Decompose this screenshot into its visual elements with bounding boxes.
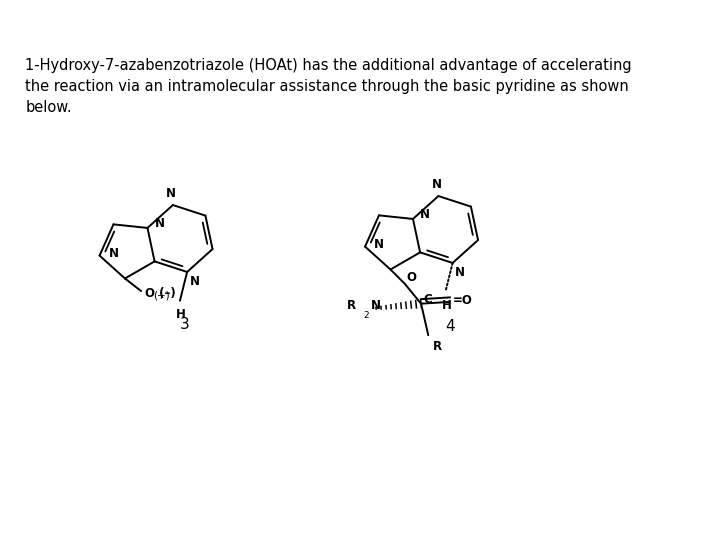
Text: C: C <box>424 293 433 306</box>
Text: H: H <box>176 308 186 321</box>
Text: 4: 4 <box>445 319 455 334</box>
Text: 2: 2 <box>364 311 369 320</box>
Text: N: N <box>455 266 465 279</box>
Text: H: H <box>441 299 451 312</box>
Text: 1-Hydroxy-7-azabenzotriazole (HOAt) has the additional advantage of accelerating: 1-Hydroxy-7-azabenzotriazole (HOAt) has … <box>25 58 632 116</box>
Text: O: O <box>407 271 417 284</box>
Text: N: N <box>190 275 200 288</box>
Text: N: N <box>109 247 119 260</box>
Text: R: R <box>433 340 442 353</box>
Text: N: N <box>420 208 430 221</box>
Text: N: N <box>431 178 441 191</box>
Text: (+): (+) <box>153 291 170 300</box>
Text: =O: =O <box>453 294 472 307</box>
Text: R: R <box>347 299 356 312</box>
Text: N: N <box>371 299 381 312</box>
Text: N: N <box>374 238 384 251</box>
Text: 3: 3 <box>179 316 189 332</box>
Text: N: N <box>166 187 176 200</box>
Text: O (–): O (–) <box>145 287 176 300</box>
Text: N: N <box>155 217 165 230</box>
